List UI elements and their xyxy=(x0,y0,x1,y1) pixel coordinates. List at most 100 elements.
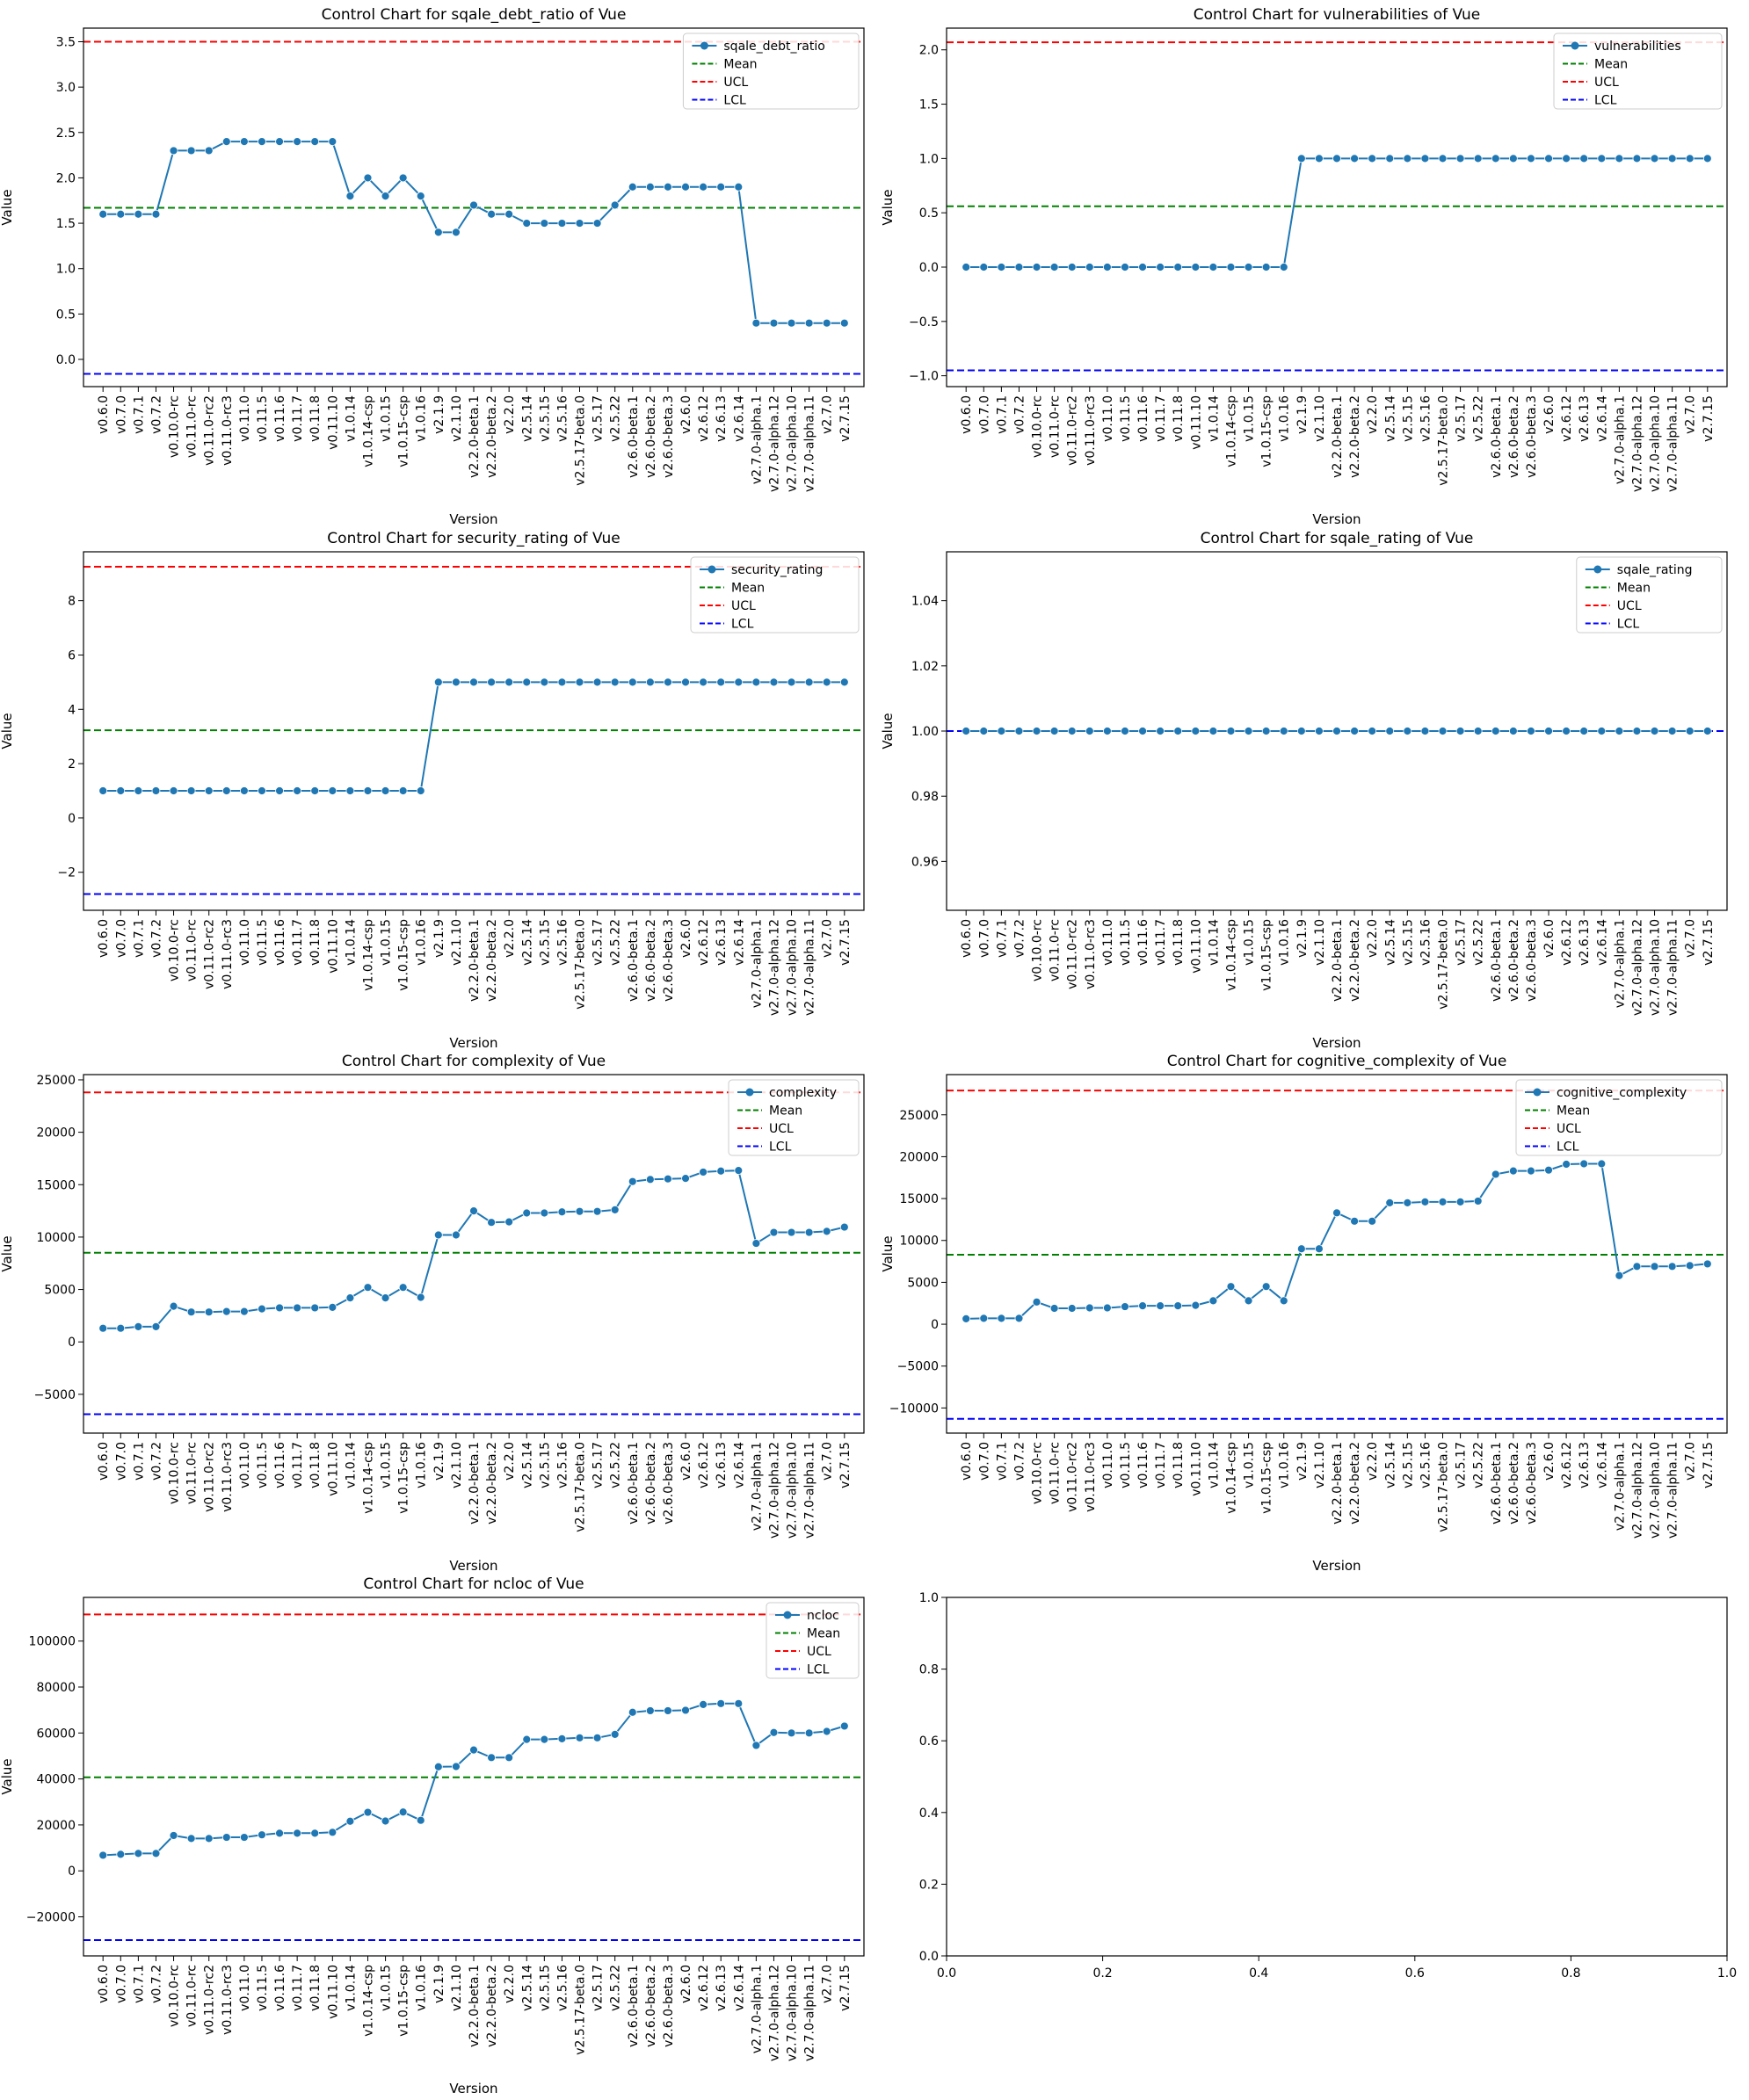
legend: sqale_debt_ratio Mean UCL LCL xyxy=(682,33,860,110)
x-tick-label: v0.6.0 xyxy=(960,919,974,958)
data-point xyxy=(487,1753,496,1763)
x-tick-label: v2.5.15 xyxy=(1401,919,1415,966)
y-tick-label: 2.0 xyxy=(56,171,76,185)
data-point xyxy=(239,1307,249,1316)
data-point xyxy=(345,1816,355,1826)
x-tick-label: v2.5.14 xyxy=(1383,1442,1397,1488)
x-tick-label: v0.6.0 xyxy=(960,395,974,434)
data-point xyxy=(1350,1216,1359,1226)
y-tick-label: 25000 xyxy=(36,1074,76,1088)
y-tick-label: 1.0 xyxy=(56,263,76,277)
y-tick-label: 1.04 xyxy=(911,595,939,609)
data-point xyxy=(575,677,584,687)
y-tick-label: 1.0 xyxy=(919,152,939,166)
x-tick-label: v2.5.17-beta.0 xyxy=(1437,919,1451,1010)
data-point xyxy=(962,263,971,272)
x-tick-label: v2.5.15 xyxy=(538,1442,552,1488)
x-tick-label: v2.6.0-beta.2 xyxy=(1507,1442,1521,1524)
x-tick-label: v1.0.15 xyxy=(1243,919,1257,966)
x-tick-label: v0.11.0-rc xyxy=(185,919,200,981)
y-tick-label: 1.02 xyxy=(911,660,939,674)
data-point xyxy=(1244,263,1253,272)
data-point xyxy=(1014,727,1024,735)
x-tick-label: v2.5.17 xyxy=(1455,395,1469,442)
x-tick-label: v2.2.0-beta.2 xyxy=(485,395,499,478)
data-point xyxy=(1261,1282,1271,1292)
x-tick-label: v0.11.0-rc xyxy=(185,1442,200,1504)
x-tick-label: v2.6.13 xyxy=(715,919,729,966)
data-point xyxy=(363,786,373,795)
x-tick-label: v2.5.17-beta.0 xyxy=(574,395,588,486)
data-point xyxy=(787,318,796,328)
x-tick-label: v2.1.10 xyxy=(1313,1442,1327,1488)
data-point xyxy=(1368,1216,1377,1226)
data-point xyxy=(1067,727,1077,735)
y-tick-label: 0.2 xyxy=(919,1878,939,1892)
x-tick-label: v2.5.16 xyxy=(555,1442,570,1488)
data-point xyxy=(1102,727,1112,735)
x-tick-label: v2.6.0-beta.3 xyxy=(662,1442,676,1524)
x-tick-label: v2.2.0-beta.1 xyxy=(468,395,482,478)
data-point xyxy=(575,1206,584,1216)
x-tick-label: v0.10.0-rc xyxy=(168,1965,182,2027)
data-point xyxy=(398,786,408,795)
x-tick-label: v2.5.17 xyxy=(1455,919,1469,966)
x-tick-label: 0.4 xyxy=(1249,1966,1268,1981)
y-tick-label: 0.5 xyxy=(56,308,76,322)
x-tick-label: v2.7.0-alpha.1 xyxy=(750,919,764,1008)
x-tick-label: v2.6.0-beta.1 xyxy=(627,395,641,478)
data-point xyxy=(1385,727,1395,735)
x-tick-label: v2.1.10 xyxy=(1313,395,1327,442)
data-point xyxy=(575,1733,584,1742)
data-point xyxy=(664,1174,672,1184)
x-tick-label: 1.0 xyxy=(1717,1966,1737,1981)
x-tick-label: v0.11.7 xyxy=(291,1965,305,2011)
x-tick-label: v2.5.17 xyxy=(591,395,606,442)
series-line xyxy=(103,1169,845,1329)
legend-series-marker xyxy=(1533,1088,1542,1097)
x-tick-label: v0.11.7 xyxy=(1154,1442,1168,1488)
x-tick-label: v0.11.0-rc3 xyxy=(221,1965,235,2035)
x-tick-label: v1.0.16 xyxy=(1278,919,1292,966)
x-tick-label: v2.5.22 xyxy=(1472,1442,1486,1488)
x-tick-label: v2.6.12 xyxy=(697,919,711,966)
data-point xyxy=(804,677,814,687)
x-tick-label: v0.11.0-rc3 xyxy=(1084,395,1098,466)
x-tick-label: v1.0.14 xyxy=(344,1442,358,1488)
x-tick-label: v2.5.17 xyxy=(591,919,606,966)
y-axis-label: Value xyxy=(0,713,15,749)
series-line xyxy=(966,157,1708,268)
series-line xyxy=(103,1702,845,1857)
data-point xyxy=(469,677,478,687)
data-point xyxy=(98,1323,108,1333)
x-tick-label: v0.7.1 xyxy=(132,395,146,434)
x-tick-label: v0.7.2 xyxy=(1012,395,1027,434)
data-point xyxy=(186,146,196,156)
x-tick-label: v1.0.14-csp xyxy=(361,919,375,991)
x-tick-label: v2.1.9 xyxy=(432,1442,446,1481)
data-point xyxy=(98,786,108,795)
x-tick-label: v2.1.10 xyxy=(450,919,464,966)
data-point xyxy=(258,786,266,795)
data-point xyxy=(787,677,796,687)
x-tick-label: v1.0.16 xyxy=(415,1442,429,1488)
data-point xyxy=(699,182,708,192)
data-point xyxy=(204,1307,214,1317)
x-tick-label: v2.6.0-beta.1 xyxy=(627,919,641,1002)
data-point xyxy=(1208,727,1218,735)
data-point xyxy=(1455,1197,1465,1206)
x-tick-label: v2.7.0-alpha.11 xyxy=(803,919,817,1016)
data-point xyxy=(557,1207,567,1217)
x-tick-label: v0.10.0-rc xyxy=(1031,1442,1045,1504)
x-tick-label: v2.1.9 xyxy=(432,919,446,958)
data-point xyxy=(822,1227,831,1236)
data-point xyxy=(822,677,831,687)
data-point xyxy=(839,1721,849,1731)
x-tick-label: v2.7.0-alpha.12 xyxy=(1630,919,1644,1016)
y-tick-label: 0 xyxy=(68,1865,76,1879)
data-point xyxy=(557,677,567,687)
data-point xyxy=(1455,154,1465,163)
data-point xyxy=(1473,1197,1483,1206)
x-tick-label: v1.0.15-csp xyxy=(397,395,411,467)
x-tick-label: v2.7.0-alpha.12 xyxy=(767,395,781,492)
